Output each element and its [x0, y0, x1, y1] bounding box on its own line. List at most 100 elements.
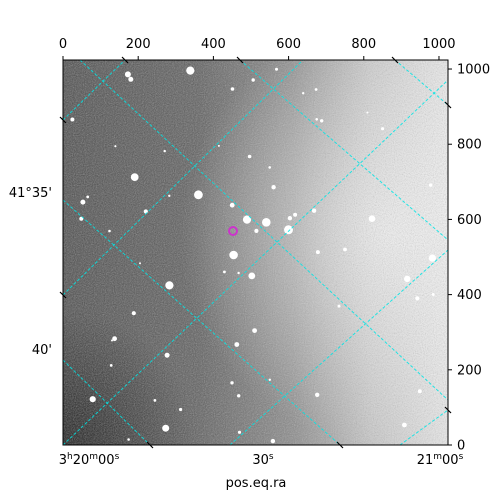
star: [179, 407, 183, 412]
star: [165, 281, 174, 290]
star: [223, 270, 226, 274]
star: [130, 173, 139, 182]
star: [114, 145, 117, 148]
star: [415, 296, 420, 301]
star: [337, 304, 341, 308]
star: [252, 328, 257, 333]
star: [431, 293, 435, 296]
ra-tick-label-21m00s: 21m00s: [417, 452, 464, 468]
x-axis-label: pos.eq.ra: [226, 476, 287, 491]
plot-area: [63, 60, 448, 445]
star: [234, 342, 240, 347]
star: [112, 336, 117, 342]
star: [275, 67, 278, 71]
pixel-y-tick-labels: 0 200 400 600 800 1000: [457, 63, 490, 454]
star: [131, 311, 136, 316]
pixel-x-tick-label-800: 800: [351, 37, 376, 52]
pixel-x-tick-label-400: 400: [201, 37, 226, 52]
star: [404, 275, 411, 282]
star: [70, 117, 75, 122]
wcs-grid: [63, 60, 448, 445]
star: [186, 66, 195, 75]
grid-line-2: [63, 79, 448, 445]
star: [242, 215, 252, 224]
star: [230, 87, 235, 91]
wcs-edge-tick-3: [59, 116, 67, 124]
dec-tick-label-40: 40': [32, 343, 52, 358]
star: [237, 394, 241, 398]
star: [366, 111, 369, 114]
pixel-x-tick-label-0: 0: [59, 37, 67, 52]
target-marker: [228, 226, 238, 236]
star: [284, 225, 293, 235]
star: [237, 430, 242, 434]
pixel-y-tick-label-1000: 1000: [457, 63, 490, 78]
pixel-x-tick-labels: 0 200 400 600 800 1000: [59, 37, 456, 52]
wcs-edge-tick-8: [444, 101, 452, 109]
star: [293, 212, 298, 217]
pixel-x-tick-label-200: 200: [126, 37, 151, 52]
grid-line-6: [63, 199, 341, 445]
pixel-y-tick-label-400: 400: [457, 288, 482, 303]
star: [268, 378, 271, 381]
grid-line-3: [229, 249, 448, 445]
star: [315, 392, 320, 397]
star: [343, 247, 347, 252]
star: [315, 118, 319, 121]
star: [86, 195, 90, 199]
grid-line-0: [63, 60, 126, 121]
star: [111, 339, 113, 342]
star: [229, 202, 235, 208]
star: [417, 389, 422, 394]
star: [314, 88, 318, 91]
pixel-y-tick-label-0: 0: [457, 439, 465, 454]
star: [254, 228, 259, 233]
star: [262, 218, 271, 227]
pixel-y-tick-label-200: 200: [457, 363, 482, 378]
grid-line-1: [63, 60, 304, 296]
pixel-x-tick-label-600: 600: [276, 37, 301, 52]
star: [230, 381, 234, 385]
star: [251, 78, 255, 82]
wcs-edge-tick-0: [121, 56, 129, 64]
wcs-edge-tick-6: [336, 441, 344, 449]
star: [381, 127, 385, 131]
star: [287, 216, 293, 221]
star: [270, 438, 276, 444]
sky-noise: [63, 60, 448, 445]
star: [311, 208, 317, 213]
wcs-edge-tick-2: [391, 56, 399, 64]
grid-line-8: [239, 60, 448, 241]
star: [320, 119, 324, 123]
star: [429, 183, 433, 187]
pixel-y-tick-label-600: 600: [457, 213, 482, 228]
grid-line-9: [394, 60, 448, 106]
stars: [70, 66, 436, 444]
wcs-edge-tick-7: [146, 441, 154, 449]
plot-frame: [62, 59, 449, 446]
dec-tick-label-35: 41°35': [9, 186, 52, 201]
star: [217, 144, 220, 147]
star: [402, 422, 407, 428]
grid-line-7: [63, 359, 151, 445]
star: [302, 92, 305, 95]
star: [268, 166, 272, 169]
pixel-x-tick-label-1000: 1000: [422, 37, 455, 52]
star: [168, 194, 171, 197]
star: [89, 396, 96, 403]
star: [315, 250, 320, 255]
star: [109, 364, 113, 367]
star: [80, 199, 86, 205]
star: [271, 185, 276, 190]
star: [229, 250, 238, 260]
star: [428, 254, 436, 262]
star: [164, 352, 170, 358]
star: [368, 215, 376, 222]
star: [248, 272, 256, 280]
star: [139, 262, 141, 265]
star: [163, 149, 166, 153]
grid-line-5: [79, 60, 448, 401]
wcs-edge-tick-5: [444, 406, 452, 414]
star: [124, 71, 131, 78]
